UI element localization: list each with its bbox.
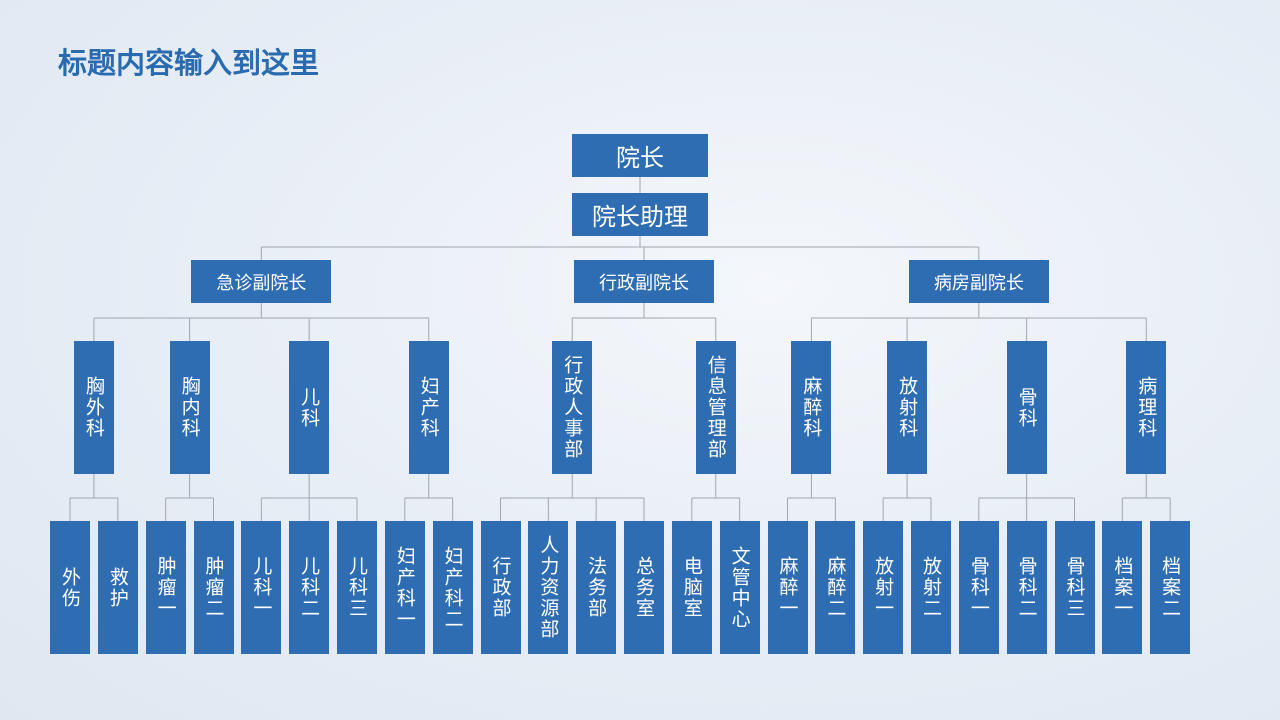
org-node: 骨科二 [1006,521,1047,654]
org-node: 麻醉一 [767,521,808,654]
org-node: 行政部 [480,521,521,654]
org-node: 院长 [572,134,708,177]
org-node: 胸外科 [73,341,114,474]
org-node: 档案一 [1102,521,1143,654]
org-node: 法务部 [576,521,617,654]
org-node: 人力资源部 [528,521,569,654]
org-node: 儿科三 [337,521,377,654]
org-node: 妇产科一 [384,521,425,654]
org-node: 档案二 [1150,521,1191,654]
org-node: 外伤 [50,521,90,654]
org-node: 放射二 [911,521,951,654]
org-node: 骨科三 [1054,521,1095,654]
org-node: 肿瘤二 [193,521,234,654]
org-node: 胸内科 [169,341,210,474]
org-node: 儿科二 [289,521,330,654]
org-node: 妇产科二 [432,521,473,654]
org-node: 骨科 [1006,341,1047,474]
org-node: 总务室 [624,521,664,654]
org-node: 放射科 [887,341,928,474]
org-node: 儿科一 [241,521,282,654]
org-node: 病理科 [1126,341,1167,474]
org-node: 文管中心 [719,521,760,654]
title: 标题内容输入到这里 [58,46,320,80]
org-node: 放射一 [863,521,904,654]
org-node: 信息管理部 [695,341,736,474]
org-node: 行政人事部 [552,341,593,474]
org-node: 骨科一 [958,521,999,654]
org-node: 麻醉二 [815,521,856,654]
org-node: 急诊副院长 [191,260,332,303]
org-node: 麻醉科 [791,341,832,474]
org-node: 院长助理 [572,193,708,236]
org-node: 电脑室 [671,521,712,654]
org-node: 病房副院长 [908,260,1049,303]
org-node: 行政副院长 [574,260,714,303]
org-node: 肿瘤一 [145,521,186,654]
org-node: 救护 [97,521,138,654]
org-node: 妇产科 [408,341,449,474]
org-node: 儿科 [289,341,330,474]
